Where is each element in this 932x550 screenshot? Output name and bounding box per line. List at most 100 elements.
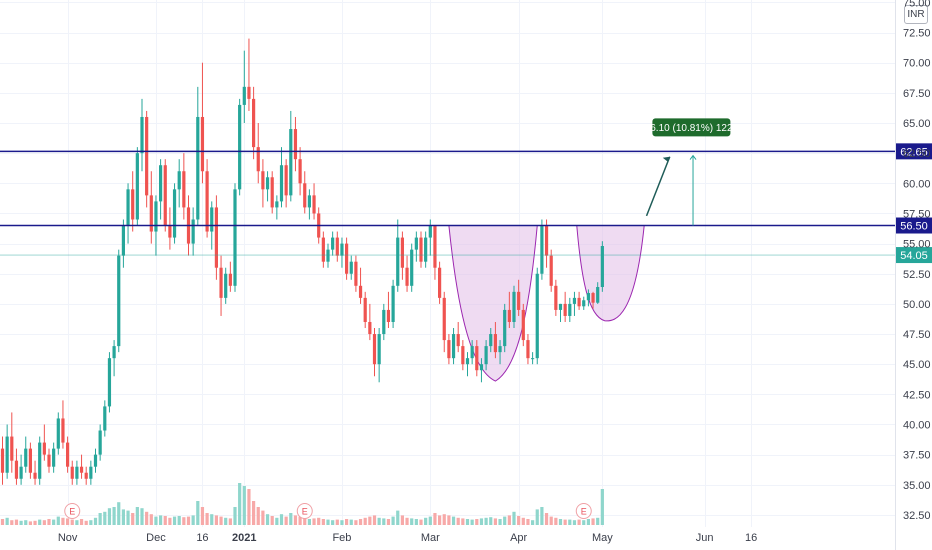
candle-body — [107, 358, 112, 407]
candle-body — [386, 309, 391, 322]
volume-bar — [493, 518, 497, 525]
candle-body — [303, 183, 307, 208]
price-tick-label: 40.00 — [903, 419, 931, 431]
candle-body — [261, 171, 265, 190]
volume-bar — [475, 519, 479, 525]
volume-bar — [386, 519, 391, 525]
time-tick-label: 16 — [196, 532, 208, 544]
volume-bar — [200, 507, 205, 525]
volume-bar — [558, 519, 563, 525]
candle-body — [61, 418, 65, 443]
candle-body — [200, 116, 205, 172]
candle-body — [363, 297, 367, 322]
volume-bar — [279, 514, 284, 525]
price-tick-label: 52.50 — [903, 269, 931, 281]
candle-body — [163, 165, 167, 226]
candle-body — [242, 86, 246, 105]
price-tick-label: 67.50 — [903, 88, 931, 100]
volume-bar — [247, 489, 251, 525]
volume-bar — [442, 514, 446, 525]
measure-label-box — [652, 118, 731, 137]
volume-bar — [214, 515, 218, 525]
volume-bar — [126, 510, 130, 525]
currency-badge[interactable]: INR — [904, 5, 928, 24]
price-axis[interactable]: 75.00 72.50 70.00 67.50 65.00 62.50 60.00 57.50… — [903, 0, 931, 522]
volume-bar — [56, 516, 60, 525]
candle-body — [121, 225, 125, 256]
price-range-measurement[interactable]: 6.10 (10.81%) 122 — [645, 118, 733, 226]
candle-body — [247, 86, 251, 99]
candle-body — [377, 334, 381, 365]
volume-bar — [70, 519, 74, 525]
price-tick-label: 50.00 — [903, 299, 931, 311]
candle-body — [531, 358, 535, 360]
price-tick-label: 57.50 — [903, 208, 931, 220]
candle-body — [168, 225, 172, 238]
candle-body — [479, 364, 484, 371]
volume-bar — [345, 519, 349, 525]
volume-bar — [596, 517, 600, 525]
volume-bar — [461, 518, 465, 525]
price-tick-label: 62.50 — [903, 148, 931, 160]
volume-bar — [349, 519, 353, 525]
volume-bar — [228, 518, 232, 525]
volume-bar — [377, 517, 381, 525]
candle-body — [596, 287, 600, 303]
volume-bar — [428, 516, 432, 525]
volume-bar — [382, 518, 386, 525]
candle-body — [140, 116, 144, 154]
candle-body — [424, 237, 428, 262]
candle-body — [335, 237, 339, 256]
candle-body — [219, 267, 223, 298]
volume-bar — [521, 517, 525, 525]
volume-bar — [549, 516, 553, 525]
candle-body — [358, 285, 363, 298]
volume-bar — [503, 516, 507, 525]
volume-bar — [28, 521, 32, 525]
candle-body — [461, 346, 465, 365]
candle-body — [182, 171, 186, 208]
volume-bar — [238, 483, 242, 525]
candle-body — [349, 261, 353, 274]
volume-bar — [391, 516, 395, 525]
candle-body — [568, 303, 572, 316]
candle-body — [345, 243, 349, 274]
volume-bar — [358, 519, 363, 525]
candle-body — [154, 201, 158, 232]
volume-bar — [5, 517, 9, 525]
volume-bar — [600, 489, 604, 525]
volume-bar — [14, 519, 19, 525]
candle-body — [24, 448, 28, 467]
horizontal-levels[interactable]: 62.65 56.50 54.05 — [0, 143, 932, 264]
candle-body — [489, 334, 493, 347]
volume-bar — [0, 519, 5, 525]
time-tick-label: Mar — [421, 532, 440, 544]
volume-bar — [465, 519, 470, 525]
price-tick-label: 75.00 — [903, 0, 931, 9]
candle-body — [400, 237, 404, 268]
price-tick-label: 65.00 — [903, 118, 931, 130]
candle-body — [535, 273, 539, 359]
volume-bar — [293, 515, 298, 525]
candle-body — [42, 442, 46, 455]
candle-body — [256, 147, 260, 172]
volume-bar — [52, 519, 56, 525]
volume-bar — [38, 519, 42, 525]
candle-body — [572, 297, 577, 304]
candle-body — [312, 195, 316, 214]
volume-bar — [410, 518, 414, 525]
candle-body — [233, 189, 237, 286]
time-axis[interactable]: Nov Dec 16 2021 Feb Mar Apr May Jun 16 — [58, 532, 757, 544]
volume-bar — [479, 518, 484, 525]
time-tick-label: Jun — [696, 532, 714, 544]
volume-bar — [89, 520, 93, 525]
time-tick-label: Dec — [146, 532, 166, 544]
candle-body — [98, 430, 102, 455]
volume-bar — [103, 511, 107, 525]
candle-body — [493, 334, 497, 353]
volume-bar — [117, 502, 121, 525]
candle-body — [517, 291, 521, 310]
earnings-marker — [64, 503, 81, 519]
